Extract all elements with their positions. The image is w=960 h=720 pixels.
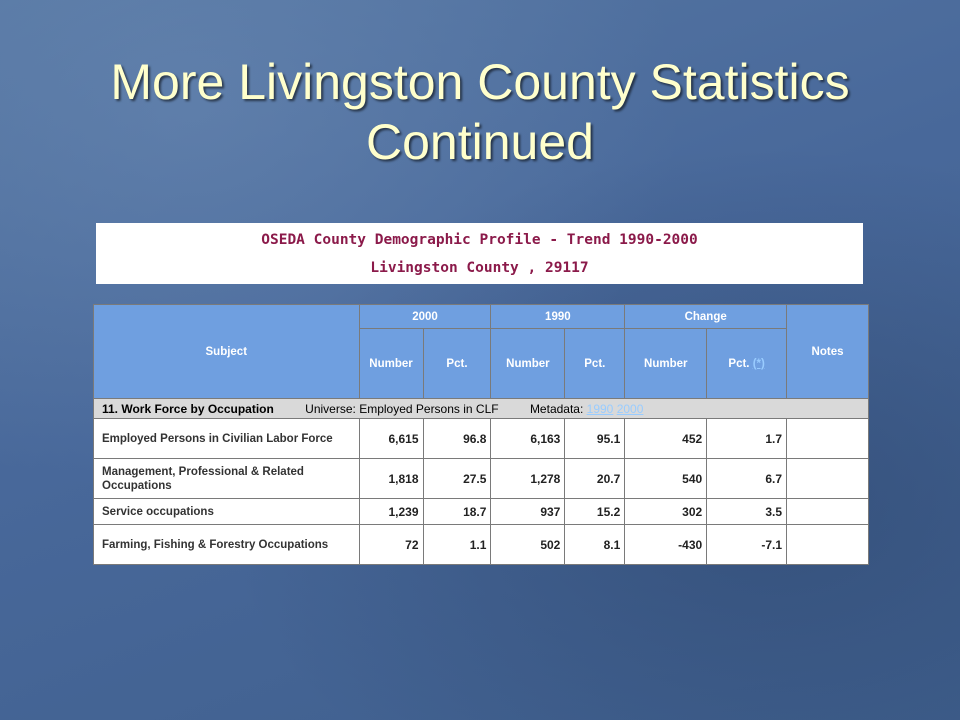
row-number-2000: 6,615 [358,418,424,459]
header-change-pct-label: Pct. [728,357,750,370]
row-number-1990: 1,278 [490,458,566,499]
table-row: Employed Persons in Civilian Labor Force… [93,418,869,459]
profile-header: OSEDA County Demographic Profile - Trend… [96,223,863,284]
statistics-table: Subject 2000 1990 Change Notes Number Pc… [93,304,869,565]
row-number-2000: 1,818 [358,458,424,499]
row-pct-2000: 27.5 [422,458,492,499]
row-notes [786,524,869,565]
slide-title-line1: More Livingston County Statistics [110,54,850,110]
row-pct-change: -7.1 [706,524,788,565]
section-title: 11. Work Force by Occupation [102,401,274,416]
section-row: 11. Work Force by Occupation Universe: E… [93,398,869,419]
header-2000-pct: Pct. [422,328,492,399]
header-2000-number: Number [358,328,424,399]
table-row: Management, Professional & Related Occup… [93,458,869,499]
row-number-change: 452 [624,418,708,459]
header-subject: Subject [93,304,360,399]
table-row: Service occupations 1,239 18.7 937 15.2 … [93,498,869,525]
header-1990-number: Number [490,328,566,399]
row-notes [786,418,869,459]
row-subject: Management, Professional & Related Occup… [93,458,360,499]
header-notes: Notes [786,304,869,399]
row-pct-1990: 20.7 [564,458,626,499]
row-pct-change: 3.5 [706,498,788,525]
slide-title: More Livingston County Statistics Contin… [40,52,920,172]
slide-title-line2: Continued [366,114,594,170]
row-number-change: 540 [624,458,708,499]
metadata-link-1990[interactable]: 1990 [586,401,614,416]
row-pct-change: 1.7 [706,418,788,459]
row-pct-2000: 1.1 [422,524,492,565]
row-number-2000: 72 [358,524,424,565]
row-number-1990: 937 [490,498,566,525]
row-subject: Farming, Fishing & Forestry Occupations [93,524,360,565]
header-change-number: Number [624,328,708,399]
row-subject: Employed Persons in Civilian Labor Force [93,418,360,459]
metadata-label: Metadata: [529,401,584,416]
row-pct-1990: 95.1 [564,418,626,459]
row-pct-change: 6.7 [706,458,788,499]
header-change: Change [624,304,788,329]
row-notes [786,498,869,525]
profile-county: Livingston County , 29117 [370,260,589,276]
row-number-change: -430 [624,524,708,565]
table-row: Farming, Fishing & Forestry Occupations … [93,524,869,565]
row-number-1990: 502 [490,524,566,565]
header-1990: 1990 [490,304,626,329]
row-number-1990: 6,163 [490,418,566,459]
row-subject: Service occupations [93,498,360,525]
row-number-2000: 1,239 [358,498,424,525]
row-number-change: 302 [624,498,708,525]
profile-title: OSEDA County Demographic Profile - Trend… [261,232,698,248]
row-pct-2000: 18.7 [422,498,492,525]
row-pct-1990: 8.1 [564,524,626,565]
metadata-link-2000[interactable]: 2000 [616,401,644,416]
row-pct-2000: 96.8 [422,418,492,459]
header-1990-pct: Pct. [564,328,626,399]
header-2000: 2000 [358,304,492,329]
row-notes [786,458,869,499]
row-pct-1990: 15.2 [564,498,626,525]
pct-change-link[interactable]: (*) [752,357,765,370]
section-universe: Universe: Employed Persons in CLF [305,401,499,416]
header-change-pct: Pct. (*) [706,328,788,399]
